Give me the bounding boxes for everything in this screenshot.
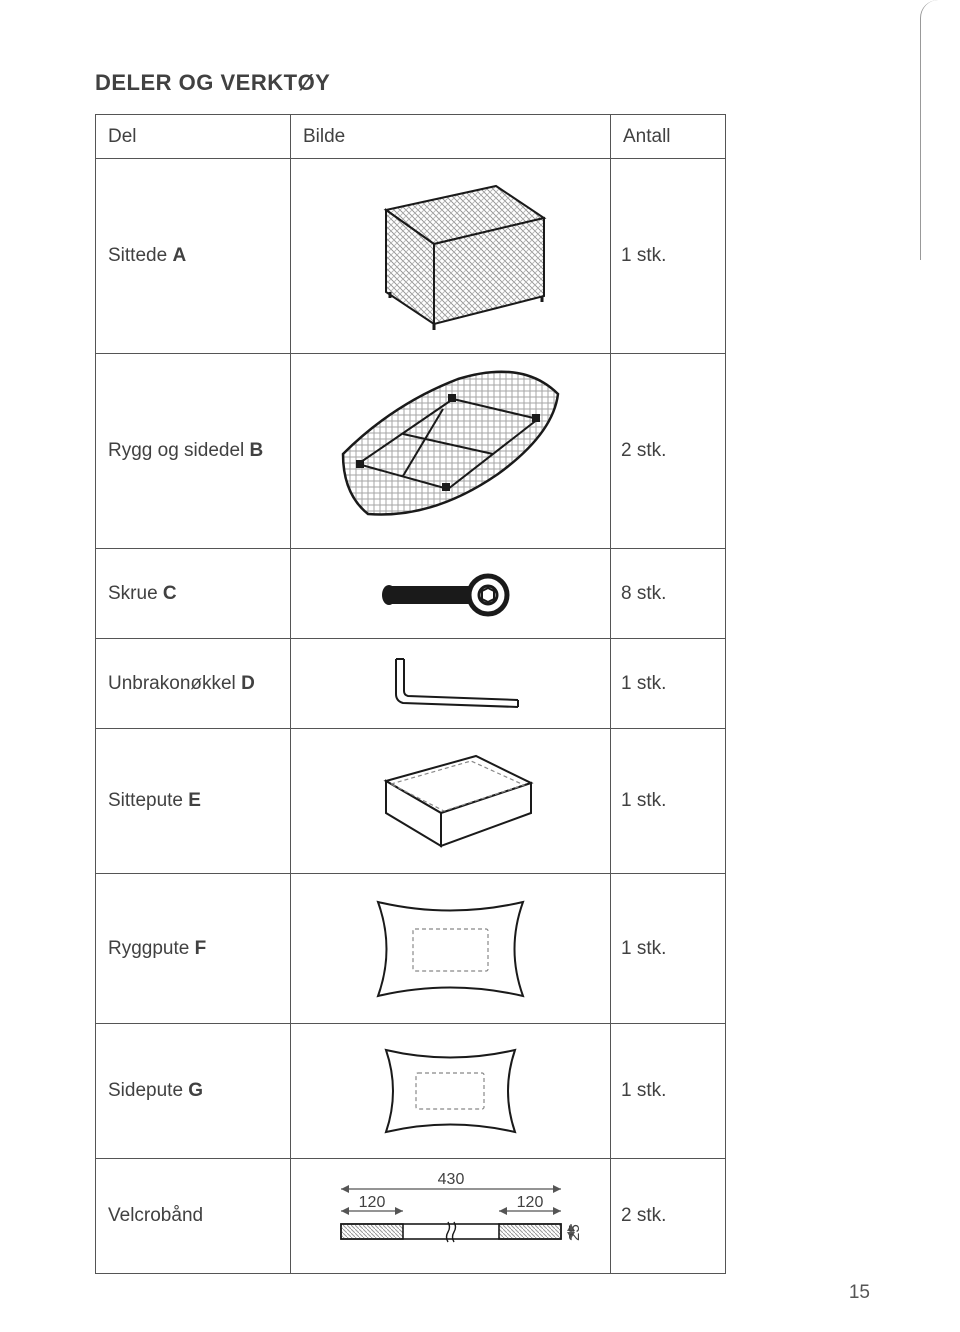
corner-mark [920, 0, 960, 260]
part-qty: 2 stk. [611, 1159, 726, 1274]
part-image [291, 1024, 611, 1159]
back-pillow-icon [358, 884, 543, 1014]
part-label: Sittepute [108, 790, 183, 811]
table-row: Sittepute E 1 stk. [96, 729, 726, 874]
dim-left: 120 [358, 1194, 385, 1211]
side-pillow-icon [368, 1035, 533, 1147]
part-name: Sittede A [96, 159, 291, 354]
part-code: E [188, 790, 201, 811]
part-code: F [195, 938, 207, 959]
table-row: Unbrakonøkkel D 1 stk. [96, 639, 726, 729]
col-antall: Antall [611, 115, 726, 159]
part-qty: 8 stk. [611, 549, 726, 639]
seat-box-icon [346, 174, 556, 339]
velcro-strap-icon: 430 120 120 [311, 1169, 591, 1264]
part-name: Skrue C [96, 549, 291, 639]
table-row: Ryggpute F 1 stk. [96, 874, 726, 1024]
part-image [291, 159, 611, 354]
part-qty: 1 stk. [611, 874, 726, 1024]
part-name: Sittepute E [96, 729, 291, 874]
part-qty: 1 stk. [611, 639, 726, 729]
part-label: Rygg og sidedel [108, 440, 244, 461]
part-label: Sittede [108, 245, 167, 266]
part-code: C [163, 583, 177, 604]
part-label: Unbrakonøkkel [108, 673, 236, 694]
col-bilde: Bilde [291, 115, 611, 159]
table-row: Sidepute G 1 stk. [96, 1024, 726, 1159]
parts-table: Del Bilde Antall Sittede A [95, 114, 726, 1274]
part-label: Skrue [108, 583, 158, 604]
part-image: 430 120 120 [291, 1159, 611, 1274]
col-del: Del [96, 115, 291, 159]
back-panel-icon [323, 364, 578, 539]
part-qty: 1 stk. [611, 1024, 726, 1159]
seat-cushion-icon [356, 741, 546, 861]
table-row: Rygg og sidedel B [96, 354, 726, 549]
part-code: A [172, 245, 186, 266]
part-name: Velcrobånd [96, 1159, 291, 1274]
part-label: Sidepute [108, 1080, 183, 1101]
part-label: Velcrobånd [108, 1205, 203, 1226]
page-number: 15 [849, 1282, 870, 1304]
table-header-row: Del Bilde Antall [96, 115, 726, 159]
part-image [291, 729, 611, 874]
part-image [291, 354, 611, 549]
part-qty: 2 stk. [611, 354, 726, 549]
table-row: Sittede A [96, 159, 726, 354]
part-code: D [241, 673, 255, 694]
part-name: Rygg og sidedel B [96, 354, 291, 549]
part-qty: 1 stk. [611, 729, 726, 874]
part-image [291, 549, 611, 639]
part-name: Unbrakonøkkel D [96, 639, 291, 729]
part-image [291, 874, 611, 1024]
table-row: Velcrobånd 430 120 [96, 1159, 726, 1274]
allen-key-icon [368, 649, 533, 719]
part-name: Ryggpute F [96, 874, 291, 1024]
dim-height: 25 [566, 1224, 583, 1241]
part-qty: 1 stk. [611, 159, 726, 354]
part-code: B [250, 440, 264, 461]
dim-right: 120 [516, 1194, 543, 1211]
section-title: DELER OG VERKTØY [95, 70, 870, 96]
bolt-icon [376, 570, 526, 618]
table-row: Skrue C 8 stk. [96, 549, 726, 639]
dim-total: 430 [437, 1171, 464, 1188]
part-image [291, 639, 611, 729]
part-name: Sidepute G [96, 1024, 291, 1159]
part-label: Ryggpute [108, 938, 189, 959]
part-code: G [188, 1080, 203, 1101]
